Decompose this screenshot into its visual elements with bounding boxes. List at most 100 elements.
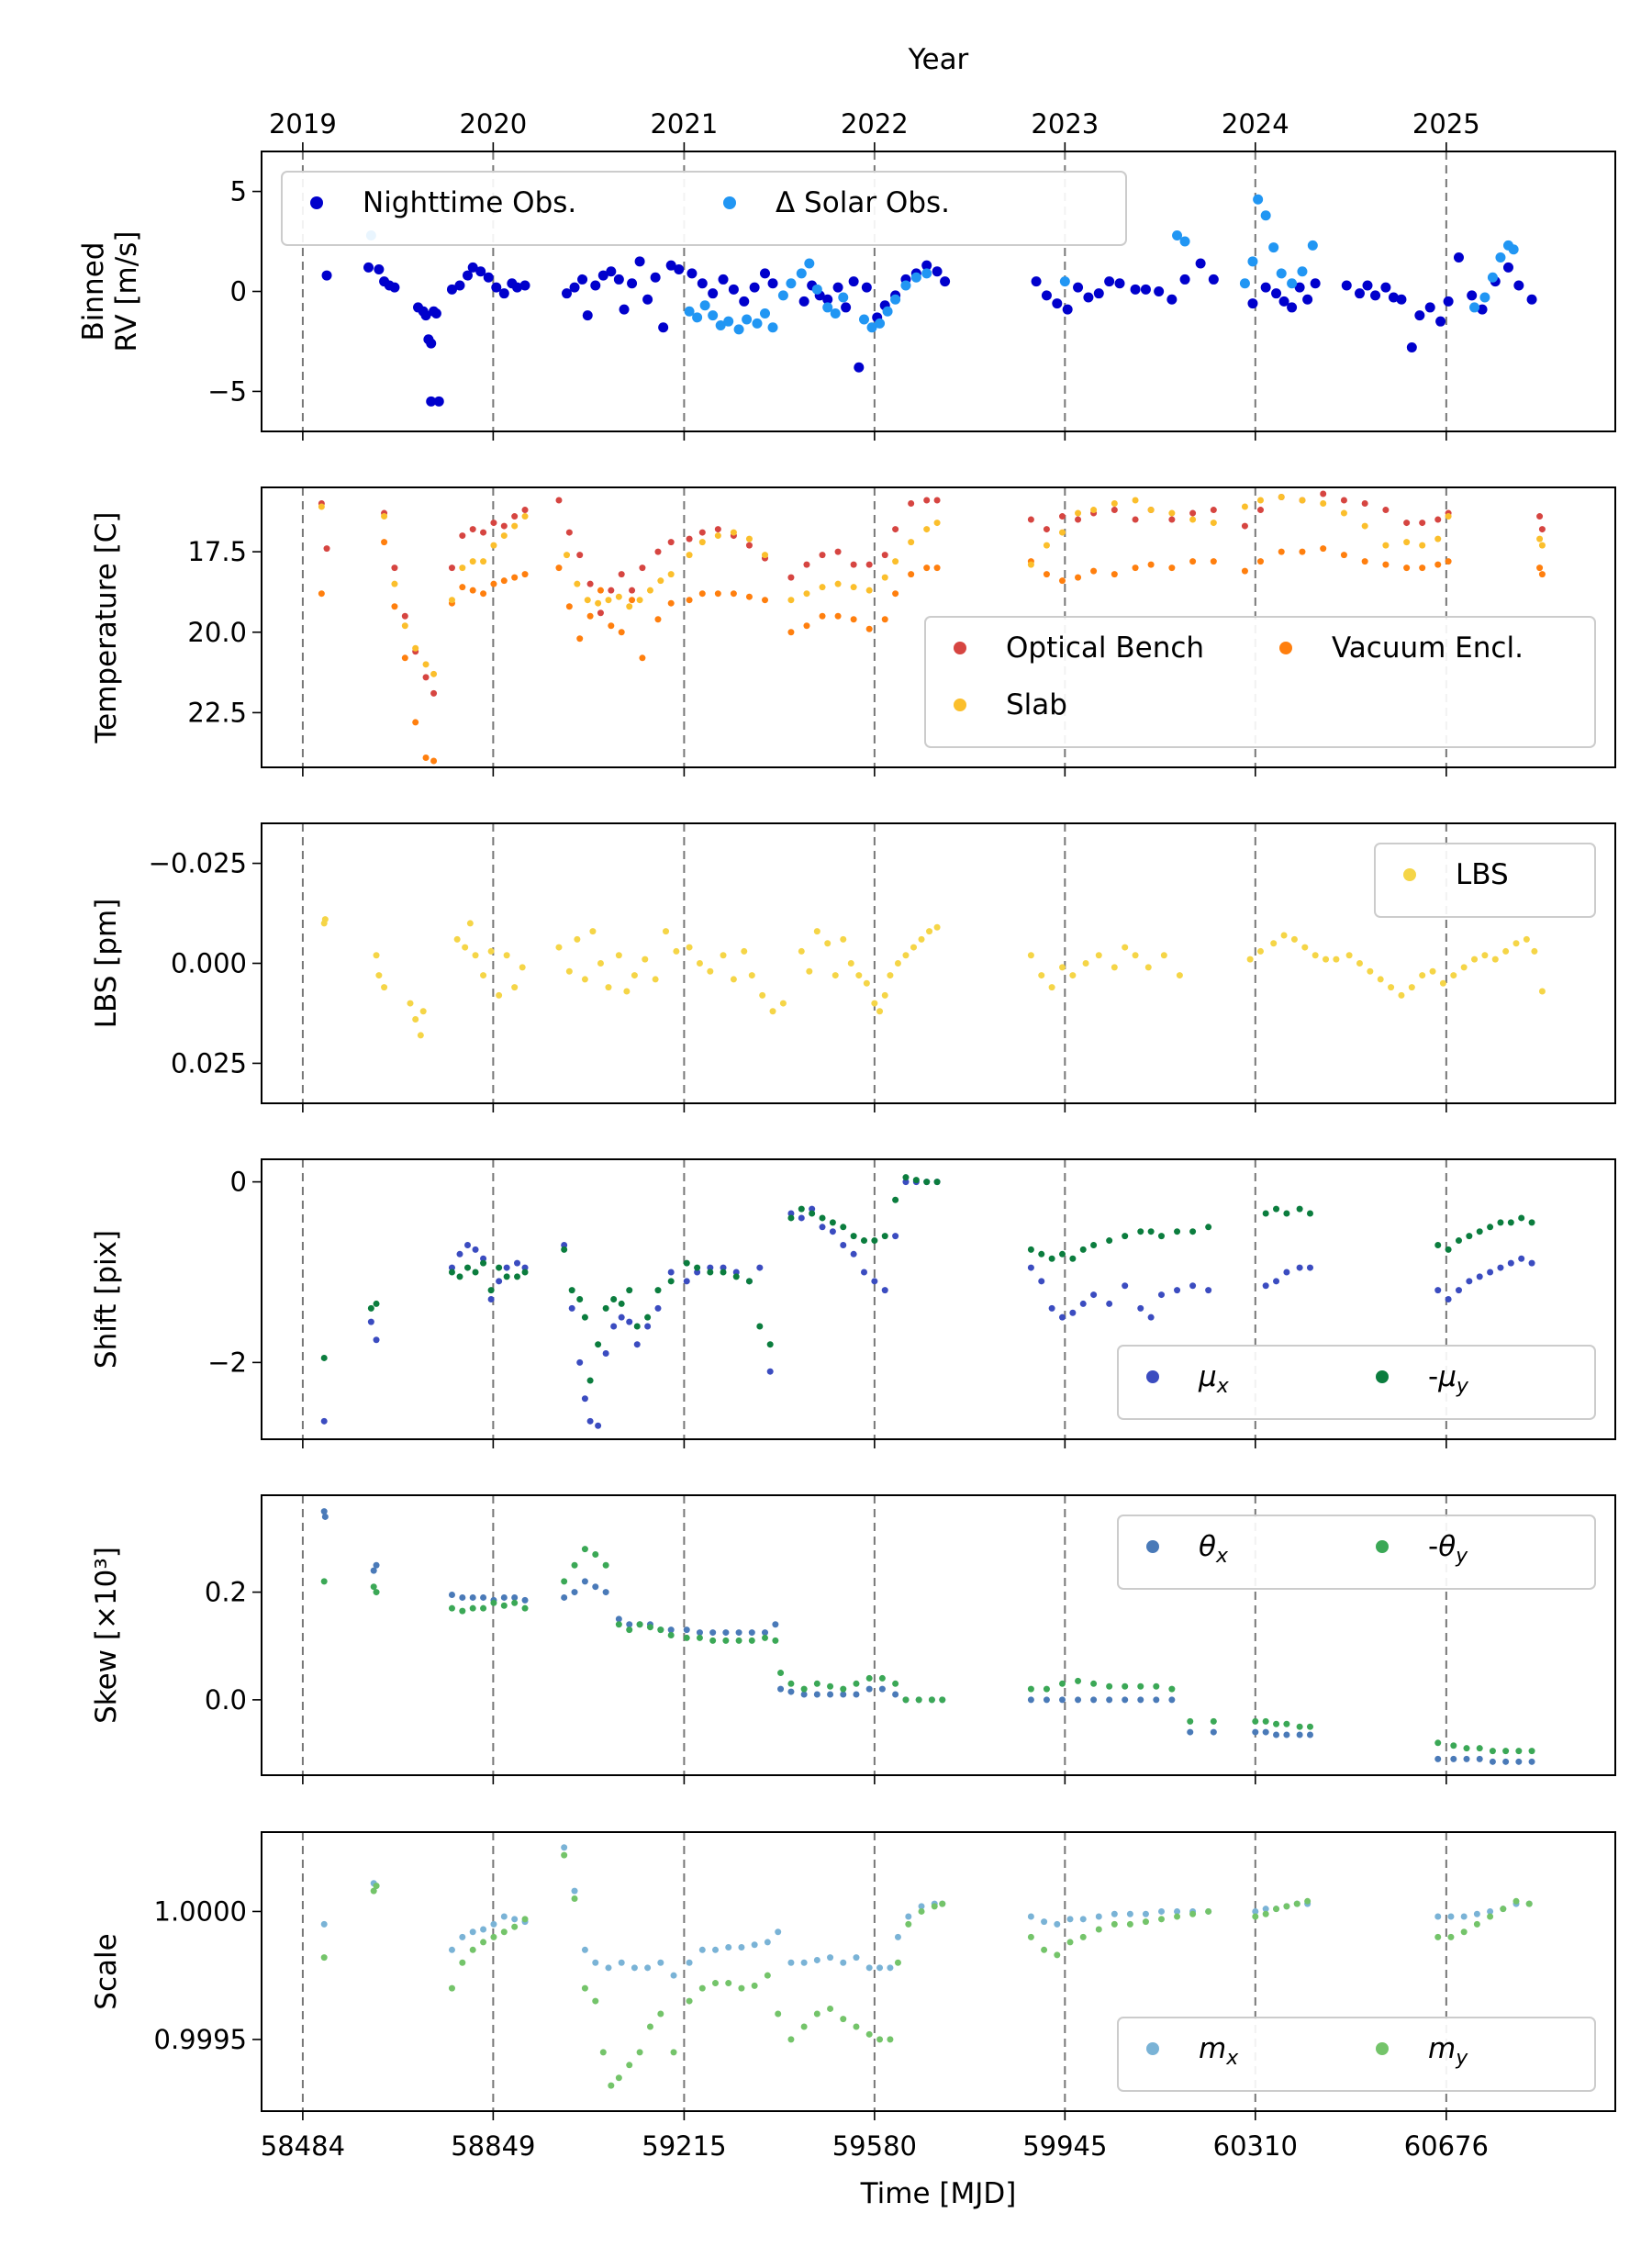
data-point (667, 1278, 675, 1285)
data-point (521, 513, 529, 520)
data-point (475, 266, 486, 277)
data-point (1157, 1916, 1165, 1923)
legend-marker (723, 196, 736, 209)
data-point (511, 1916, 519, 1923)
data-point (1473, 1910, 1480, 1917)
data-point (1179, 236, 1190, 247)
y-axis-label: Shift [pix] (90, 1230, 123, 1369)
legend-marker (1376, 1540, 1389, 1553)
data-point (762, 1629, 769, 1637)
legend-label: LBS (1456, 858, 1509, 891)
y-axis-label: LBS [pm] (90, 899, 123, 1029)
data-point (923, 564, 931, 572)
data-point (610, 1323, 618, 1330)
data-point (1132, 564, 1139, 572)
data-point (928, 1696, 935, 1704)
top-year-axis: 2019 2020 2021 2022 2023 2024 2025 Year (269, 43, 1480, 151)
data-point (1090, 507, 1098, 514)
data-point (1079, 1916, 1087, 1923)
data-point (1419, 564, 1426, 572)
series-temperature-0 (318, 490, 1546, 697)
data-point (514, 1273, 521, 1280)
data-point (787, 1688, 795, 1695)
data-point (459, 564, 466, 572)
data-point (615, 593, 622, 600)
data-point (1271, 288, 1282, 299)
y-tick-label: 20.0 (187, 617, 247, 648)
data-point (663, 928, 670, 935)
data-point (1052, 298, 1063, 309)
data-point (1439, 979, 1446, 987)
data-point (1273, 1731, 1280, 1738)
data-point (1160, 952, 1167, 959)
data-point (798, 1214, 805, 1222)
data-point (597, 960, 604, 967)
data-point (1122, 944, 1129, 951)
data-point (720, 952, 727, 959)
data-point (1528, 1758, 1535, 1765)
data-point (1341, 280, 1352, 291)
data-point (730, 529, 737, 536)
data-point (1205, 1287, 1212, 1294)
data-point (933, 520, 941, 527)
data-point (1306, 1210, 1313, 1217)
data-point (1434, 1913, 1442, 1920)
data-point (448, 1604, 455, 1612)
data-point (1434, 1755, 1442, 1762)
data-point (1176, 972, 1183, 979)
data-point (848, 276, 859, 287)
data-point (466, 920, 474, 927)
data-point (1487, 1269, 1494, 1276)
data-point (480, 1593, 487, 1601)
series-temperature-2 (318, 494, 1546, 677)
data-point (787, 574, 795, 581)
data-point (599, 2049, 607, 2056)
data-point (1361, 558, 1368, 565)
data-point (1302, 294, 1313, 305)
data-point (657, 1626, 664, 1634)
data-point (1460, 1913, 1468, 1920)
data-point (618, 571, 625, 578)
data-point (1296, 1264, 1303, 1271)
data-point (1518, 1255, 1525, 1262)
data-point (577, 274, 588, 285)
data-point (686, 535, 693, 542)
data-point (838, 292, 849, 303)
data-point (766, 1368, 774, 1375)
data-point (448, 564, 455, 572)
data-point (819, 1224, 826, 1231)
data-point (1210, 558, 1217, 565)
data-point (574, 580, 581, 587)
data-point (487, 1287, 495, 1294)
data-point (1027, 1913, 1034, 1920)
data-point (1403, 520, 1411, 527)
data-point (707, 967, 714, 975)
data-point (491, 282, 502, 293)
data-point (1299, 497, 1306, 504)
data-point (1495, 252, 1506, 263)
data-point (933, 923, 941, 931)
data-point (1469, 302, 1480, 313)
data-point (498, 288, 509, 299)
data-point (1447, 1913, 1455, 1920)
data-point (796, 268, 807, 279)
data-point (657, 1959, 664, 1966)
data-point (629, 587, 636, 594)
data-point (1523, 935, 1530, 943)
data-point (933, 1179, 941, 1186)
data-point (430, 757, 438, 765)
legend-marker (310, 196, 323, 209)
data-point (1297, 266, 1308, 277)
data-point (1262, 1910, 1269, 1917)
data-point (463, 270, 474, 281)
data-point (1323, 956, 1330, 963)
data-point (586, 580, 594, 587)
data-point (667, 1269, 675, 1276)
data-point (1497, 1219, 1504, 1226)
data-point (915, 1696, 922, 1704)
data-point (571, 1561, 578, 1569)
data-point (1513, 280, 1524, 291)
data-point (827, 1691, 834, 1698)
data-point (933, 497, 941, 504)
data-point (626, 1287, 633, 1294)
